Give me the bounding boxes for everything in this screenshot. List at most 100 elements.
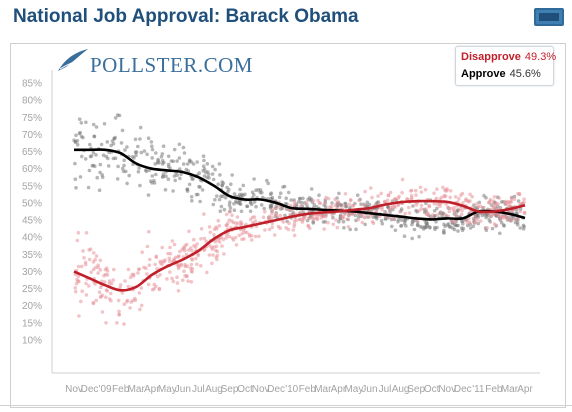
scatter-point [298,196,302,201]
scatter-point [218,173,222,177]
scatter-point [475,201,479,206]
scatter-point [370,220,375,224]
scatter-point [403,219,407,223]
scatter-point [184,274,189,278]
scatter-point [147,229,151,234]
x-tick-label: Nov [65,384,83,395]
scatter-point [76,230,81,235]
legend-value: 45.6% [509,68,541,80]
scatter-point [513,217,517,222]
scatter-point [208,230,213,235]
scatter-point [227,203,232,207]
scatter-point [239,209,244,214]
scatter-point [171,279,176,284]
scatter-point [434,196,439,201]
scatter-point [446,222,451,226]
scatter-point [91,150,96,155]
scatter-point [98,268,103,272]
y-tick-label: 15% [22,318,42,329]
scatter-point [91,260,96,264]
scatter-point [110,281,114,286]
scatter-point [231,238,236,242]
scatter-point [476,221,481,226]
y-tick-label: 80% [22,96,42,107]
scatter-point [232,208,237,212]
scatter-point [485,226,490,230]
scatter-point [227,210,232,214]
scatter-point [126,284,131,289]
y-tick-label: 65% [22,147,42,158]
scatter-point [84,231,89,235]
scatter-point [385,198,390,203]
scatter-point [116,164,120,169]
scatter-point [155,274,160,279]
scatter-point [163,188,168,192]
scatter-point [112,267,116,272]
scatter-point [200,188,205,192]
scatter-point [410,236,415,241]
scatter-point [380,207,385,212]
scatter-point [272,233,277,237]
x-tick-label: Jun [175,384,191,395]
y-tick-label: 20% [22,301,42,312]
scatter-point [512,194,517,199]
scatter-point [234,243,239,247]
scatter-point [411,204,415,208]
scatter-point [456,229,460,233]
scatter-point [427,204,432,209]
scatter-point [94,125,99,129]
scatter-point [175,281,180,285]
scatter-point [424,221,428,226]
scatter-point [216,182,220,186]
scatter-point [253,219,258,223]
scatter-point [112,136,117,141]
scatter-point [189,195,194,199]
scatter-point [508,218,513,223]
scatter-point [196,192,200,197]
scatter-point [117,312,121,317]
scatter-point [443,224,447,228]
scatter-point [138,307,142,312]
scatter-point [435,206,439,211]
scatter-point [91,163,96,168]
scatter-point [518,202,522,206]
scatter-point [126,267,131,272]
scatter-point [178,249,182,254]
scatter-point [137,291,142,295]
scatter-point [217,240,222,244]
scatter-point [459,193,463,197]
scatter-point [128,306,132,310]
scatter-point [286,227,291,232]
scatter-point [494,223,499,227]
y-tick-label: 70% [22,130,42,141]
scatter-point [207,225,212,229]
scatter-point [96,271,100,275]
scatter-point [438,204,442,208]
scatter-point [80,289,84,294]
scatter-point [240,231,245,236]
scatter-point [224,232,229,237]
footer-divider [0,405,572,406]
expand-button[interactable] [534,8,564,26]
scatter-point [470,195,475,199]
scatter-point [245,230,249,235]
scatter-point [207,244,212,248]
scatter-point [270,225,275,230]
scatter-point [167,259,172,263]
scatter-point [363,189,367,194]
scatter-point [421,227,426,231]
scatter-point [356,218,361,222]
scatter-point [333,203,338,208]
quill-logo-icon [58,49,88,71]
scatter-point [201,154,206,158]
scatter-point [365,200,370,205]
scatter-point [503,200,508,205]
scatter-point [192,237,196,242]
scatter-point [181,145,186,150]
scatter-point [425,212,430,217]
scatter-point [223,195,228,200]
scatter-point [273,206,277,210]
scatter-point [116,298,121,303]
scatter-point [175,173,179,177]
scatter-point [306,223,311,228]
